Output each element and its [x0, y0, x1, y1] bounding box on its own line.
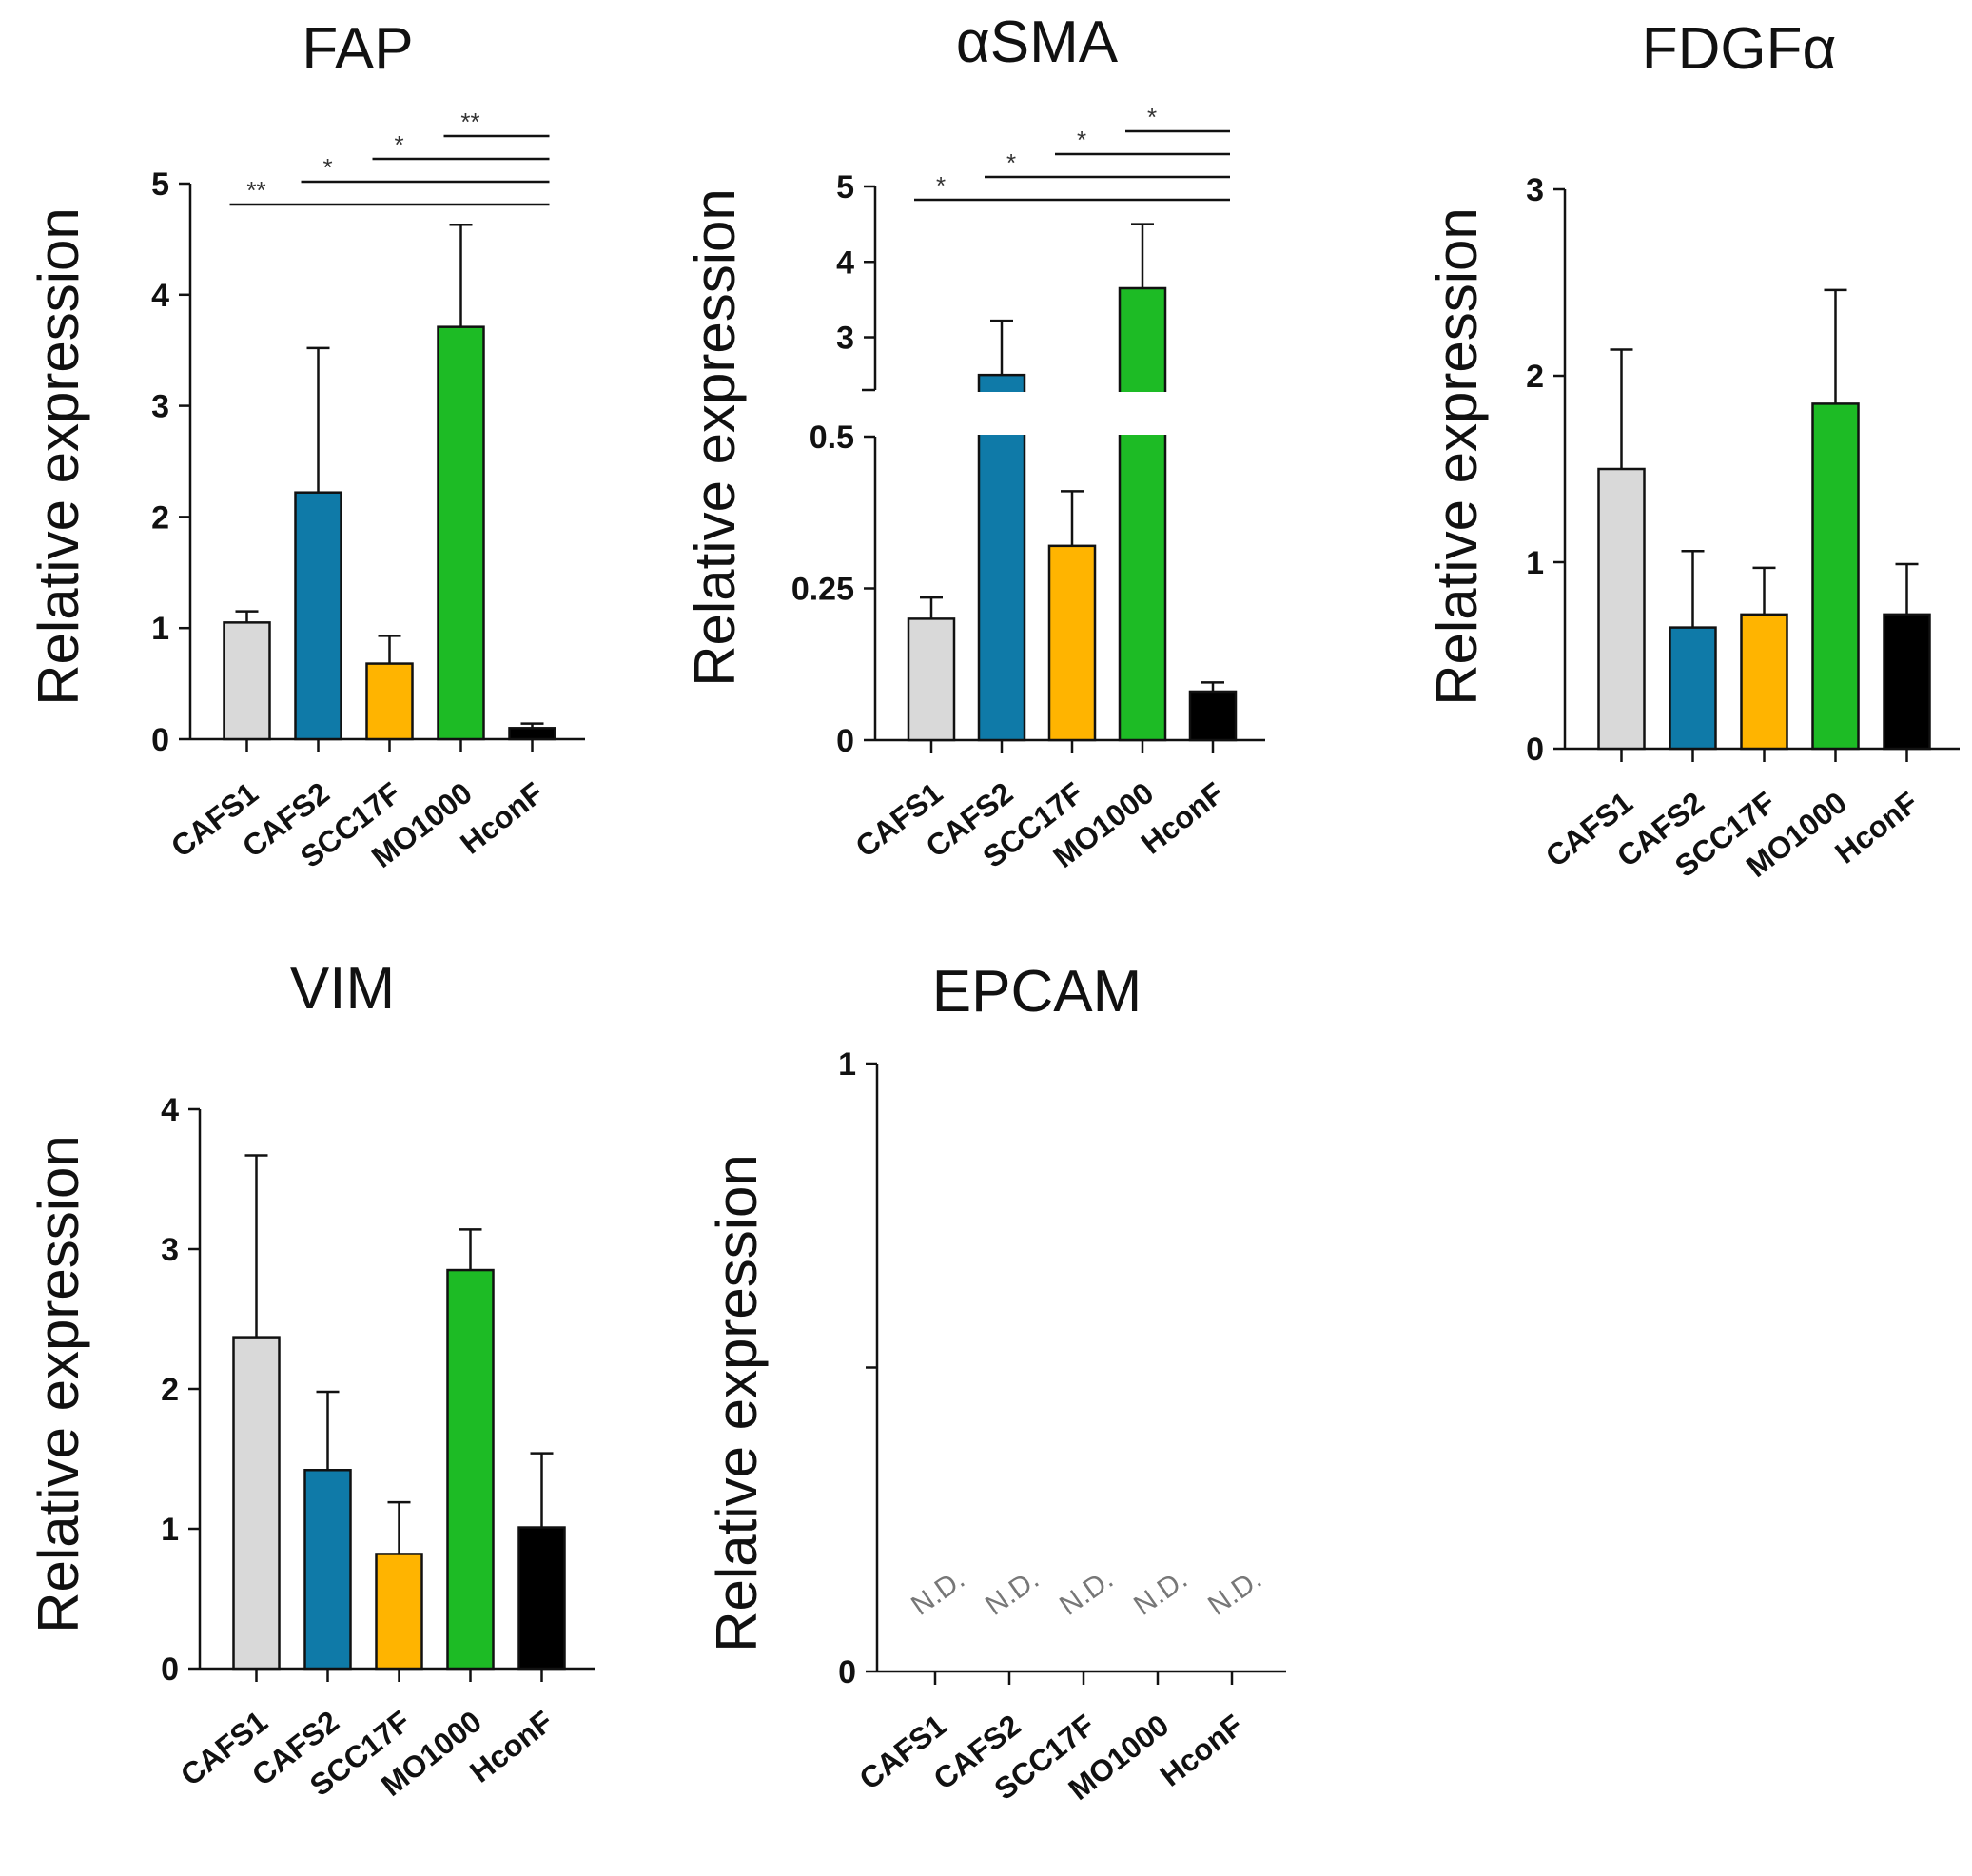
x-category-label: HconF — [1154, 1708, 1250, 1793]
y-tick-label: 1 — [1526, 545, 1544, 581]
y-tick-label: 4 — [836, 244, 854, 281]
significance-stars: ** — [246, 176, 265, 205]
bar-mo1000 — [446, 1268, 495, 1671]
significance-stars: * — [1006, 148, 1016, 177]
y-tick-label: 3 — [161, 1232, 179, 1268]
y-tick-label: 2 — [161, 1372, 179, 1408]
y-tick-label: 3 — [836, 321, 854, 357]
x-category-label: HconF — [463, 1704, 559, 1789]
bar-scc17f — [1047, 544, 1097, 742]
y-tick-label: 3 — [151, 389, 169, 425]
y-tick-label: 5 — [836, 169, 854, 205]
bar-scc17f — [375, 1553, 423, 1671]
bar-cafs1 — [907, 617, 956, 742]
y-tick-label: 2 — [1526, 359, 1544, 395]
x-category-label: HconF — [1828, 785, 1924, 870]
bar-mo1000 — [1811, 402, 1860, 751]
bar-cafs2 — [294, 491, 342, 741]
bar-cafs2 — [303, 1469, 352, 1671]
y-tick-label: 0 — [836, 723, 854, 759]
y-tick-label: 4 — [151, 278, 169, 314]
y-axis-label: Relative expression — [705, 1154, 769, 1652]
y-axis-label: Relative expression — [1425, 207, 1489, 706]
bar-cafs2 — [1669, 626, 1717, 751]
y-axis-label: Relative expression — [683, 188, 747, 687]
nd-annotation: N.D. — [1202, 1563, 1267, 1621]
y-tick-label: 3 — [1526, 172, 1544, 208]
y-tick-label: 4 — [161, 1092, 179, 1128]
significance-stars: * — [322, 153, 332, 182]
y-tick-label: 0 — [1526, 732, 1544, 768]
bar-break-gap — [1117, 392, 1168, 435]
significance-stars: * — [1077, 126, 1086, 154]
y-tick-label: 2 — [151, 499, 169, 536]
chart-title: FAP — [302, 16, 413, 82]
bar-hconf — [1883, 613, 1931, 751]
bar-hconf — [517, 1526, 566, 1671]
bar-mo1000 — [1118, 286, 1167, 742]
y-tick-label: 1 — [151, 611, 169, 647]
significance-stars: * — [394, 130, 403, 159]
chart-title: αSMA — [956, 10, 1119, 75]
y-tick-label: 0 — [838, 1654, 856, 1690]
significance-stars: * — [936, 171, 946, 200]
y-tick-label: 0 — [161, 1651, 179, 1688]
chart-title: EPCAM — [932, 959, 1142, 1025]
nd-annotation: N.D. — [980, 1563, 1045, 1621]
nd-annotation: N.D. — [1128, 1563, 1193, 1621]
y-tick-label: 0.5 — [810, 420, 854, 456]
y-tick-label: 1 — [161, 1512, 179, 1548]
nd-annotation: N.D. — [906, 1563, 970, 1621]
y-tick-label: 5 — [151, 166, 169, 203]
chart-title: VIM — [290, 956, 395, 1022]
x-category-label: HconF — [1135, 775, 1231, 861]
y-axis-label: Relative expression — [27, 1135, 90, 1633]
y-axis-label: Relative expression — [27, 207, 90, 706]
bar-scc17f — [1740, 613, 1788, 751]
bar-hconf — [508, 727, 556, 741]
significance-stars: * — [1147, 103, 1157, 131]
bar-cafs2 — [977, 373, 1026, 742]
bar-cafs1 — [1597, 467, 1646, 751]
bar-cafs1 — [232, 1336, 281, 1671]
y-tick-label: 0 — [151, 722, 169, 758]
chart-title: FDGFα — [1642, 16, 1837, 82]
bar-hconf — [1188, 690, 1238, 742]
x-category-label: HconF — [454, 775, 550, 861]
bar-scc17f — [365, 662, 414, 741]
bar-break-gap — [976, 392, 1027, 435]
y-tick-label: 0.25 — [791, 572, 854, 608]
nd-annotation: N.D. — [1054, 1563, 1119, 1621]
y-tick-label: 1 — [838, 1046, 856, 1083]
bar-mo1000 — [437, 325, 485, 741]
bar-cafs1 — [223, 621, 271, 741]
significance-stars: ** — [460, 107, 479, 136]
